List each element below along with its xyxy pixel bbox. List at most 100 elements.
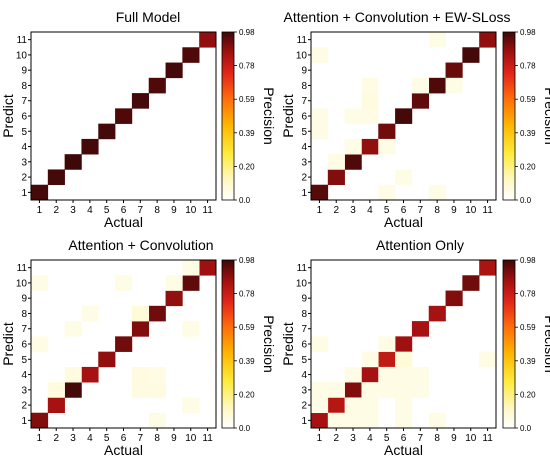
heatmap-cell xyxy=(361,366,379,383)
x-tick-label: 2 xyxy=(333,205,339,216)
colorbar-tick-label: 0.78 xyxy=(239,62,255,71)
heatmap-cell xyxy=(311,397,329,414)
y-tick-label: 10 xyxy=(16,50,28,61)
colorbar-label: Precision xyxy=(261,315,277,373)
colorbar-tick-label: 0.39 xyxy=(520,129,536,138)
x-tick-label: 9 xyxy=(451,205,457,216)
y-tick-label: 3 xyxy=(21,385,27,396)
heatmap-cell xyxy=(361,412,379,429)
heatmap-cell xyxy=(445,62,463,79)
y-tick-label: 9 xyxy=(21,66,27,77)
heatmap-cell xyxy=(165,62,183,79)
heatmap-cell xyxy=(428,32,446,48)
x-tick-label: 10 xyxy=(465,205,477,216)
heatmap-cell xyxy=(361,382,379,398)
x-tick-label: 9 xyxy=(451,433,457,444)
heatmap-cell xyxy=(199,32,217,48)
x-axis-label: Actual xyxy=(104,214,143,230)
y-tick-label: 5 xyxy=(21,127,27,138)
colorbar-tick-label: 0.0 xyxy=(520,196,532,205)
colorbar-tick-label: 0.39 xyxy=(239,129,255,138)
colorbar-tick-label: 0.98 xyxy=(239,256,255,265)
colorbar-tick-label: 0.39 xyxy=(520,357,536,366)
heatmap-cell xyxy=(148,382,166,398)
heatmap-cell xyxy=(311,336,329,352)
heatmap-cell xyxy=(131,382,150,398)
y-tick-label: 1 xyxy=(21,188,27,199)
heatmap-cell xyxy=(361,93,379,109)
heatmap-cell xyxy=(361,77,379,94)
x-tick-label: 8 xyxy=(434,205,440,216)
heatmap-cell xyxy=(378,382,396,398)
heatmap-cell xyxy=(47,382,65,398)
x-tick-label: 4 xyxy=(87,205,93,216)
x-tick-label: 11 xyxy=(202,433,213,444)
heatmap-cell xyxy=(411,321,430,337)
colorbar-tick-label: 0.20 xyxy=(239,390,255,399)
x-tick-label: 3 xyxy=(350,205,356,216)
y-tick-label: 8 xyxy=(21,309,27,320)
colorbar-tick-label: 0.59 xyxy=(239,95,255,104)
x-tick-label: 2 xyxy=(333,433,339,444)
heatmap-cell xyxy=(115,336,133,352)
heatmap-cell xyxy=(31,336,49,352)
heatmap-cell xyxy=(428,77,446,94)
heatmap-cell xyxy=(428,184,446,201)
y-tick-label: 3 xyxy=(301,157,307,168)
colorbar-tick-label: 0.0 xyxy=(239,424,251,433)
heatmap-cell xyxy=(131,93,150,109)
x-tick-label: 7 xyxy=(418,205,424,216)
x-tick-label: 7 xyxy=(418,433,424,444)
panel-title: Attention Only xyxy=(376,237,464,253)
y-tick-label: 2 xyxy=(21,401,27,412)
heatmap-cell xyxy=(148,412,166,429)
heatmap-cell xyxy=(81,366,99,383)
x-tick-label: 10 xyxy=(465,433,477,444)
heatmap-cell xyxy=(378,138,396,155)
heatmap-cell xyxy=(445,290,463,307)
y-tick-label: 1 xyxy=(21,416,27,427)
x-axis-label: Actual xyxy=(384,214,423,230)
heatmap-cell xyxy=(131,321,150,337)
heatmap-cell xyxy=(344,397,362,414)
heatmap-cell xyxy=(361,138,379,155)
heatmap-cell xyxy=(165,290,183,307)
x-tick-label: 2 xyxy=(53,205,59,216)
y-tick-label: 5 xyxy=(301,355,307,366)
colorbar-label: Precision xyxy=(542,87,550,145)
x-tick-label: 7 xyxy=(138,205,144,216)
colorbar-tick-label: 0.20 xyxy=(520,162,536,171)
heatmap-cell xyxy=(411,366,430,383)
heatmap-cell xyxy=(148,305,166,322)
x-tick-label: 3 xyxy=(70,205,76,216)
colorbar xyxy=(221,31,235,201)
x-tick-label: 6 xyxy=(121,205,127,216)
heatmap-cell xyxy=(395,397,413,414)
heatmap-cell xyxy=(311,412,329,429)
x-tick-label: 5 xyxy=(384,433,390,444)
x-tick-label: 11 xyxy=(202,205,213,216)
colorbar-tick-label: 0.20 xyxy=(520,390,536,399)
colorbar-tick-label: 0.98 xyxy=(520,256,536,265)
y-tick-label: 8 xyxy=(301,81,307,92)
y-tick-label: 11 xyxy=(297,263,308,274)
heatmap-cell xyxy=(344,412,362,429)
heatmap-cell xyxy=(182,260,200,276)
y-tick-label: 1 xyxy=(301,416,307,427)
x-tick-label: 1 xyxy=(317,205,323,216)
colorbar-tick-label: 0.59 xyxy=(520,95,536,104)
y-tick-label: 7 xyxy=(301,96,307,107)
heatmap-cell xyxy=(411,93,430,109)
heatmap-cell xyxy=(479,351,497,368)
y-tick-label: 6 xyxy=(301,340,307,351)
heatmap-cell xyxy=(361,108,379,124)
panel-title: Attention + Convolution xyxy=(68,237,213,253)
heatmap-cell xyxy=(428,412,446,429)
y-tick-label: 5 xyxy=(21,355,27,366)
heatmap-cell xyxy=(98,123,116,140)
y-axis-label: Predict xyxy=(280,322,296,366)
y-tick-label: 11 xyxy=(17,35,28,46)
x-tick-label: 8 xyxy=(154,205,160,216)
heatmap-cell xyxy=(64,366,82,383)
heatmap-cell xyxy=(327,397,345,414)
